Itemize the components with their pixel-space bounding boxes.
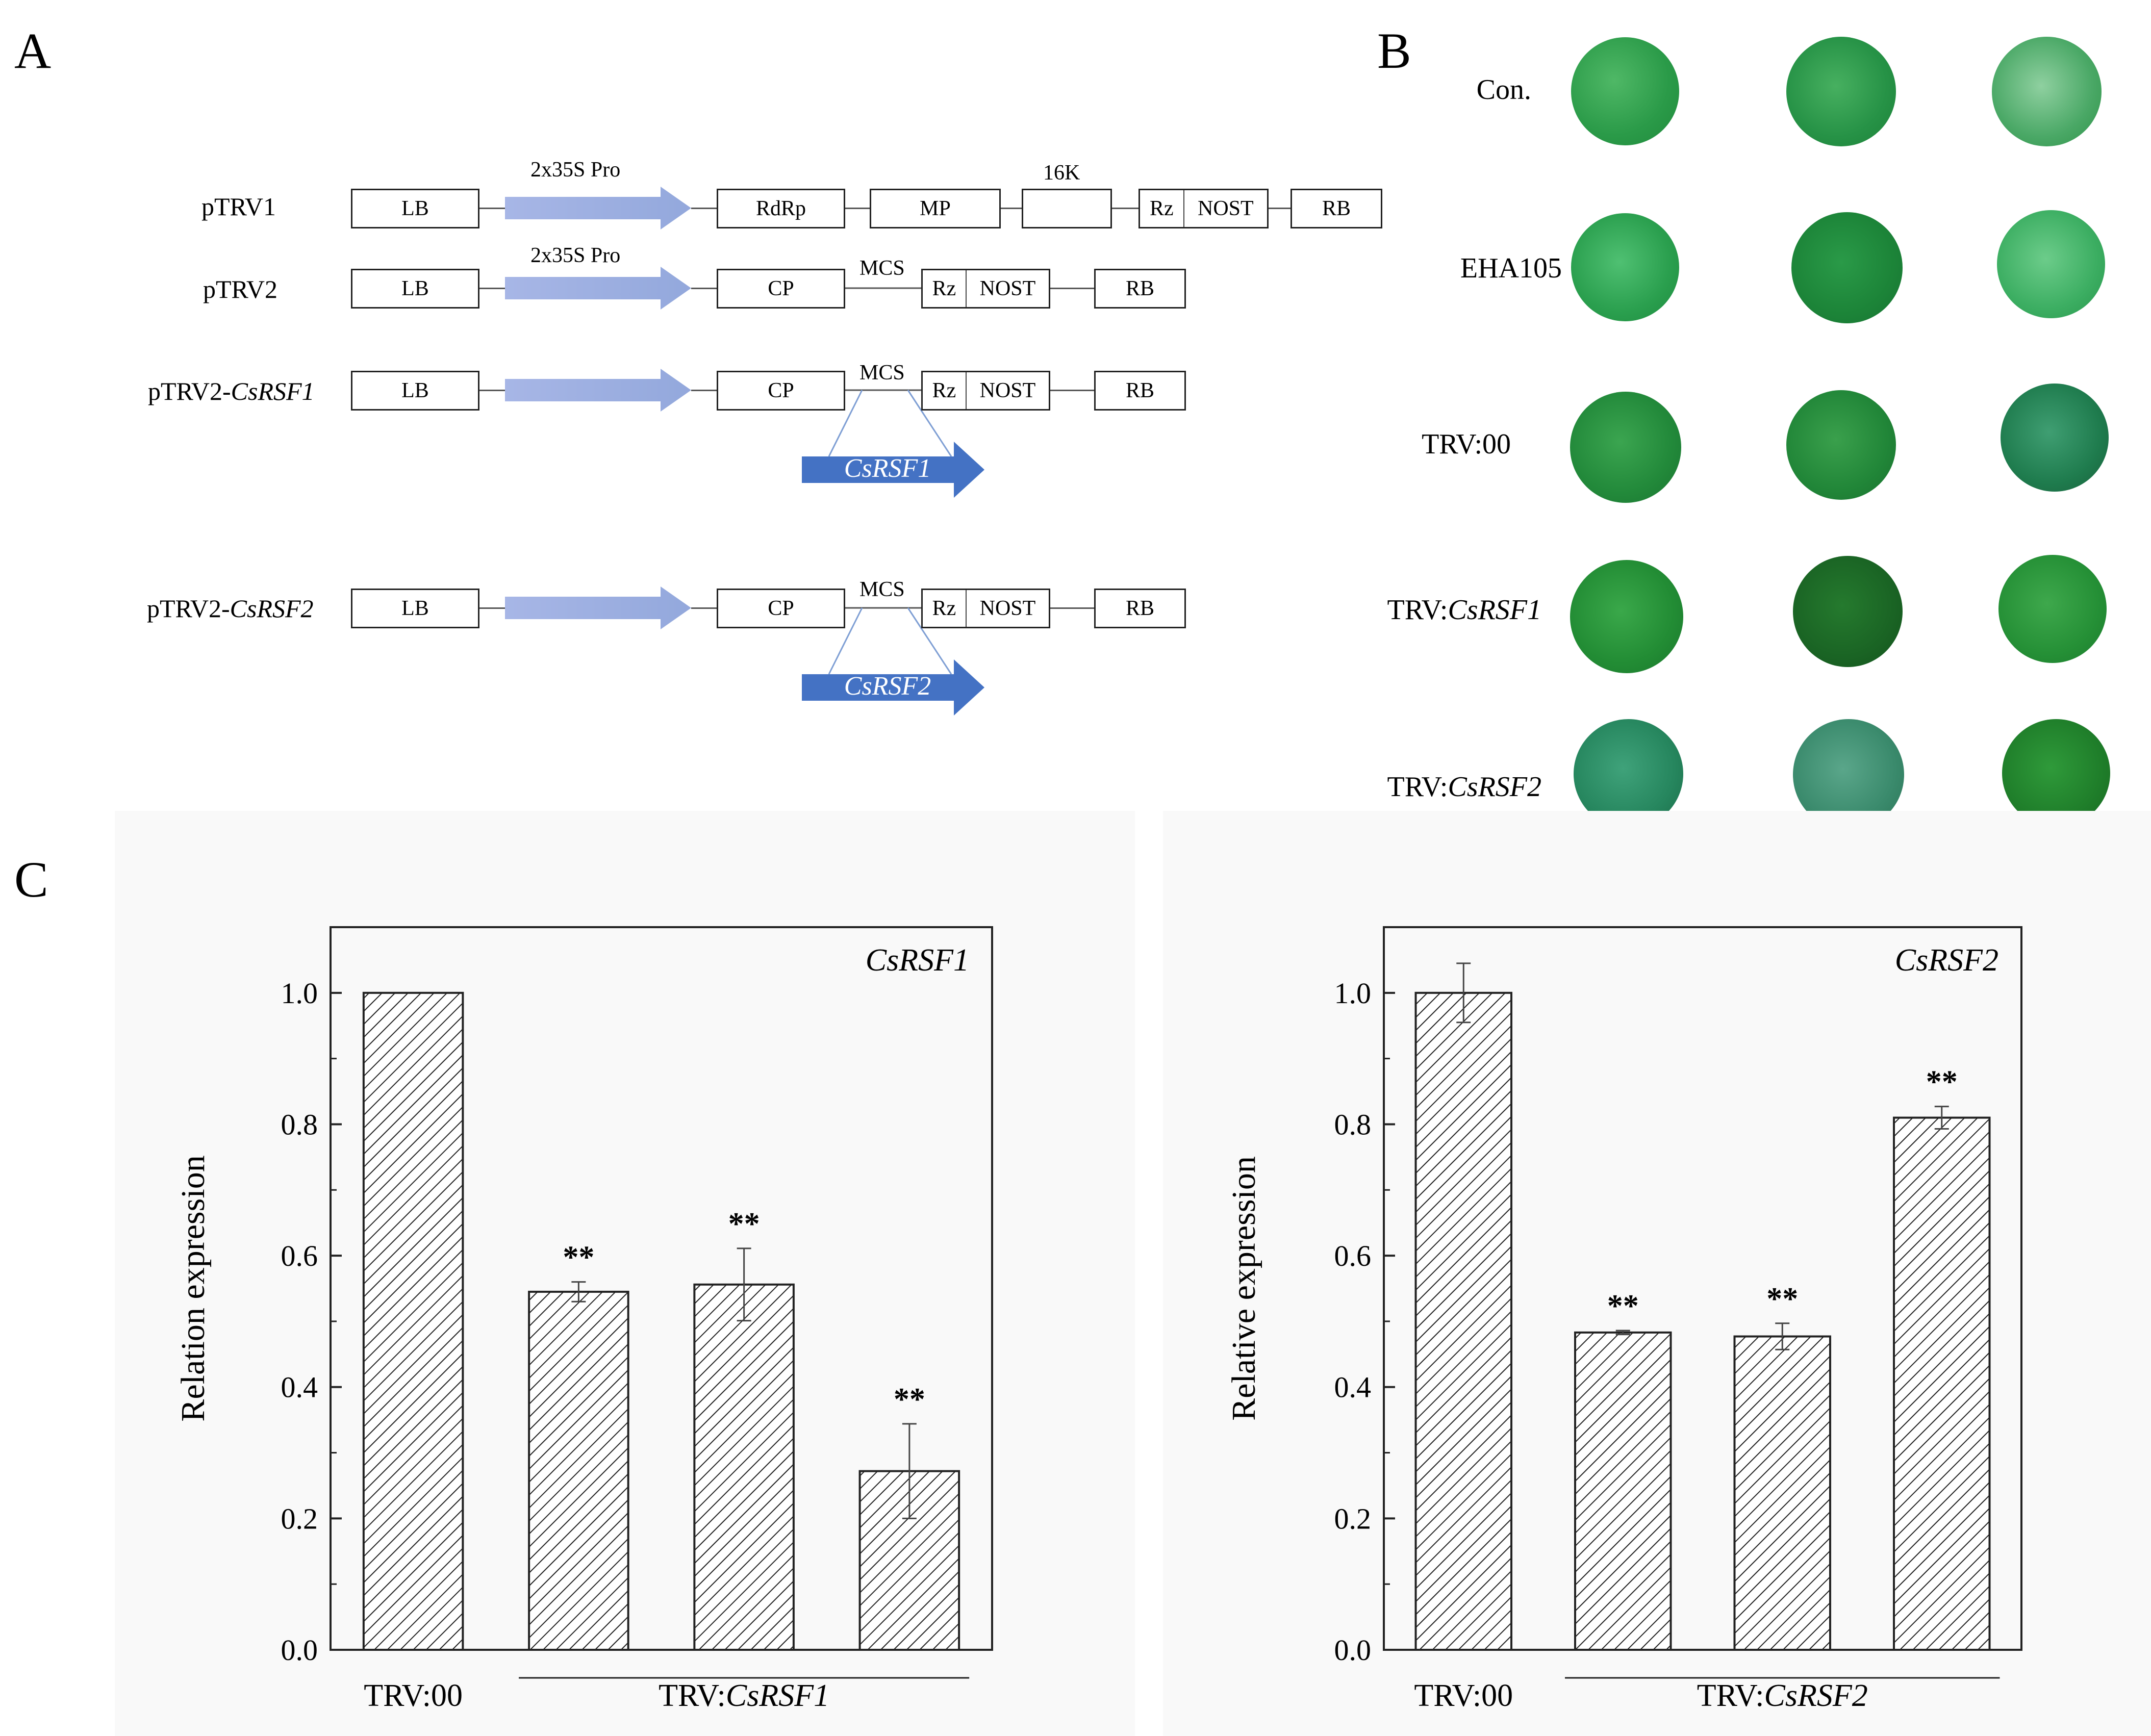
y-tick-label: 1.0 (281, 977, 318, 1010)
significance-mark: ** (1607, 1289, 1639, 1323)
y-axis-label: Relative expression (1225, 1156, 1262, 1421)
y-tick-label: 0.4 (1334, 1371, 1372, 1404)
leaf-disc (1574, 719, 1683, 829)
y-tick-label: 0.8 (1334, 1108, 1372, 1141)
y-tick-label: 0.2 (281, 1502, 318, 1535)
panel-label-b: B (1377, 22, 1411, 79)
plot-frame (1383, 926, 2022, 1651)
vector-name-ptrv2: pTRV2 (203, 275, 277, 303)
x-label-control: TRV:00 (1414, 1678, 1513, 1713)
element-cp: CP (717, 371, 845, 411)
leaf-disc (2002, 719, 2110, 827)
leaf-disc (1992, 37, 2102, 146)
vector-name-ptrv1: pTRV1 (201, 192, 276, 221)
y-tick-label: 0.0 (281, 1633, 318, 1667)
chart-title: CsRSF2 (1895, 943, 1998, 978)
x-label-control: TRV:00 (364, 1678, 463, 1713)
vector-name-ptrv2-csrsf2: pTRV2-CsRSF2 (147, 594, 314, 623)
row-label-trv-csrsf1: TRV:CsRSF1 (1387, 594, 1541, 626)
element-cp: CP (717, 589, 845, 628)
significance-mark: ** (894, 1382, 925, 1417)
leaf-disc (1570, 392, 1681, 503)
bar (693, 1283, 795, 1651)
element-rb: RB (1094, 269, 1186, 309)
y-tick-label: 0.6 (1334, 1239, 1372, 1272)
promoter-arrow-4 (505, 586, 691, 629)
element-rb: RB (1290, 189, 1382, 228)
promoter-arrow-3 (505, 369, 691, 412)
element-rdrp: RdRp (717, 189, 845, 228)
chart-csrsf2: 0.0 0.2 0.4 0.6 0.8 1.0 Relative expression CsR… (1225, 926, 2022, 1713)
mcs-label-4: MCS (859, 578, 905, 601)
element-rz-nost: Rz NOST (1138, 189, 1269, 228)
leaf-disc (1791, 212, 1903, 323)
element-lb: LB (351, 269, 479, 309)
vector-name-ptrv2-csrsf1: pTRV2-CsRSF1 (148, 377, 315, 405)
element-lb: LB (351, 371, 479, 411)
element-rz-nost: Rz NOST (921, 269, 1050, 309)
element-lb: LB (351, 589, 479, 628)
mcs-label-2: MCS (859, 257, 905, 280)
panel-label-c: C (14, 851, 48, 908)
x-label-treatment: TRV:CsRSF1 (659, 1678, 829, 1713)
x-label-treatment: TRV:CsRSF2 (1697, 1678, 1868, 1713)
leaf-disc (1998, 555, 2107, 663)
element-rz-nost: Rz NOST (921, 371, 1050, 411)
significance-mark: ** (1926, 1065, 1958, 1100)
y-tick-label: 0.4 (281, 1371, 318, 1404)
insert-arrow-csrsf2 (802, 659, 984, 716)
y-tick-label: 0.6 (281, 1239, 318, 1272)
element-16k (1022, 189, 1112, 228)
row-label-trv00: TRV:00 (1422, 428, 1511, 460)
significance-mark: ** (563, 1240, 594, 1275)
bar (528, 1290, 629, 1651)
element-rb: RB (1094, 371, 1186, 411)
bar (1414, 991, 1512, 1651)
element-mp: MP (870, 189, 1001, 228)
y-tick-label: 1.0 (1334, 977, 1372, 1010)
element-16k-label: 16K (1043, 161, 1080, 185)
row-label-trv-csrsf2: TRV:CsRSF2 (1387, 771, 1541, 803)
significance-mark: ** (728, 1207, 760, 1241)
y-tick-label: 0.0 (1334, 1633, 1372, 1667)
panel-label-a: A (14, 22, 52, 79)
bar (362, 991, 464, 1651)
leaf-disc (1571, 37, 1679, 145)
chart-title: CsRSF1 (866, 943, 969, 978)
leaf-disc (1786, 37, 1896, 146)
chart-csrsf1: 0.0 0.2 0.4 0.6 0.8 1.0 Relation expression CsR… (174, 926, 993, 1713)
significance-mark: ** (1766, 1282, 1798, 1316)
leaf-disc (1571, 213, 1679, 321)
element-rb: RB (1094, 589, 1186, 628)
insert-label-csrsf1: CsRSF1 (844, 454, 931, 483)
bar (1574, 1331, 1672, 1651)
leaf-disc (2001, 384, 2109, 492)
promoter-arrow-1 (505, 187, 691, 229)
promoter-label-1: 2x35S Pro (530, 158, 621, 182)
element-rz-nost: Rz NOST (921, 589, 1050, 628)
vector-arrows: CsRSF1 CsRSF2 (505, 187, 984, 716)
insert-arrow-csrsf1 (802, 442, 984, 498)
y-axis-label: Relation expression (174, 1155, 212, 1421)
insert-label-csrsf2: CsRSF2 (844, 672, 931, 701)
leaf-disc (1997, 210, 2105, 318)
bar (1733, 1335, 1831, 1651)
y-tick-label: 0.8 (281, 1108, 318, 1141)
plot-frame (330, 926, 993, 1651)
leaf-disc (1793, 556, 1903, 667)
promoter-label-2: 2x35S Pro (530, 244, 621, 267)
row-label-con: Con. (1476, 74, 1531, 106)
element-lb: LB (351, 189, 479, 228)
y-tick-label: 0.2 (1334, 1502, 1372, 1535)
element-cp: CP (717, 269, 845, 309)
leaf-disc (1786, 390, 1896, 500)
promoter-arrow-2 (505, 267, 691, 310)
row-label-eha105: EHA105 (1460, 252, 1562, 284)
mcs-label-3: MCS (859, 361, 905, 385)
leaf-disc (1570, 560, 1683, 673)
bar (1893, 1116, 1991, 1651)
